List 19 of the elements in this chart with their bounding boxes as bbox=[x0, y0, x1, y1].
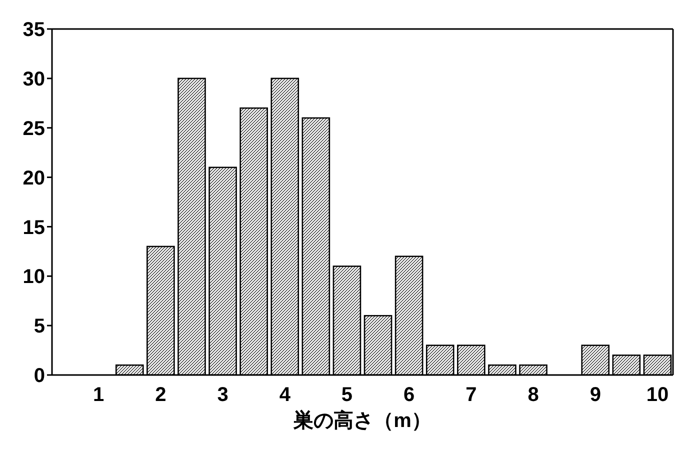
y-tick-label: 20 bbox=[22, 167, 45, 190]
x-tick-label: 8 bbox=[528, 384, 539, 406]
x-tick-label: 9 bbox=[590, 384, 601, 406]
y-tick-label: 15 bbox=[22, 216, 45, 239]
x-tick-label: 2 bbox=[155, 384, 166, 406]
y-tick-label: 35 bbox=[22, 19, 45, 42]
x-tick-label: 1 bbox=[93, 384, 104, 406]
y-tick-label: 25 bbox=[22, 118, 45, 140]
y-tick-label: 10 bbox=[22, 266, 45, 288]
x-tick-label: 6 bbox=[404, 384, 415, 406]
x-tick-label: 4 bbox=[279, 384, 292, 406]
x-tick-label: 7 bbox=[466, 384, 477, 406]
x-tick-label: 3 bbox=[217, 384, 228, 406]
x-tick-label: 10 bbox=[646, 384, 669, 406]
x-tick-label: 5 bbox=[341, 384, 353, 406]
y-tick-label: 0 bbox=[34, 365, 45, 388]
y-tick-label: 30 bbox=[22, 68, 45, 91]
x-axis-title: 巣の高さ（m） bbox=[292, 409, 432, 432]
y-tick-label: 5 bbox=[34, 316, 45, 338]
